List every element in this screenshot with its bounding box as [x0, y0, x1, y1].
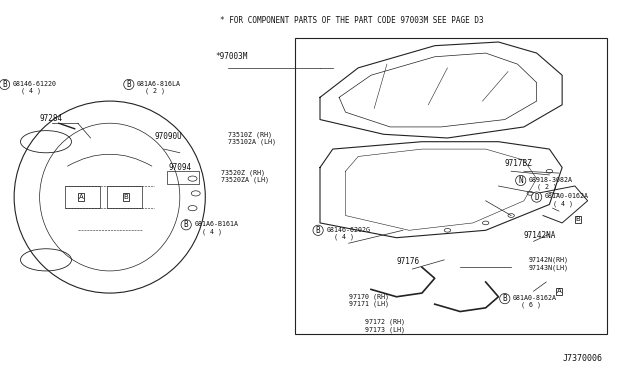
- FancyArrowPatch shape: [67, 154, 152, 166]
- Text: J7370006: J7370006: [562, 354, 602, 363]
- Text: 081A0-0162A
  ( 4 ): 081A0-0162A ( 4 ): [545, 193, 589, 207]
- Text: 73520Z (RH)
73520ZA (LH): 73520Z (RH) 73520ZA (LH): [221, 169, 269, 183]
- Text: B: B: [184, 220, 189, 229]
- Text: 73510Z (RH)
735102A (LH): 73510Z (RH) 735102A (LH): [228, 131, 276, 145]
- Text: B: B: [127, 80, 131, 89]
- Text: 9717BZ: 9717BZ: [505, 159, 532, 168]
- Text: 97284: 97284: [40, 114, 63, 123]
- Text: B: B: [316, 226, 321, 235]
- Text: 08918-3082A
  ( 2 ): 08918-3082A ( 2 ): [529, 177, 573, 190]
- Text: B: B: [502, 294, 507, 303]
- Text: B: B: [3, 80, 7, 89]
- Bar: [106, 186, 141, 208]
- Text: * FOR COMPONENT PARTS OF THE PART CODE 97003M SEE PAGE D3: * FOR COMPONENT PARTS OF THE PART CODE 9…: [220, 16, 484, 25]
- Text: 08146-6202G
  ( 4 ): 08146-6202G ( 4 ): [326, 227, 371, 240]
- Text: 97172 (RH)
97173 (LH): 97172 (RH) 97173 (LH): [365, 319, 404, 333]
- Text: N: N: [518, 176, 523, 185]
- Text: 08146-61220
  ( 4 ): 08146-61220 ( 4 ): [13, 81, 57, 94]
- Bar: [65, 186, 100, 208]
- Text: 97094: 97094: [169, 163, 192, 172]
- Text: B: B: [124, 194, 128, 200]
- Bar: [294, 38, 607, 334]
- Bar: [167, 171, 199, 184]
- Text: A: A: [557, 288, 561, 294]
- Text: B: B: [576, 216, 580, 222]
- Text: 081A6-B161A
  ( 4 ): 081A6-B161A ( 4 ): [195, 221, 239, 235]
- Text: 97170 (RH)
97171 (LH): 97170 (RH) 97171 (LH): [349, 293, 388, 307]
- Text: 97142N(RH)
97143N(LH): 97142N(RH) 97143N(LH): [529, 257, 569, 271]
- Text: 081A0-8162A
  ( 6 ): 081A0-8162A ( 6 ): [513, 295, 557, 308]
- Text: A: A: [79, 194, 83, 200]
- Text: 97142NA: 97142NA: [524, 231, 556, 240]
- Text: 081A6-816LA
  ( 2 ): 081A6-816LA ( 2 ): [137, 81, 181, 94]
- Text: D: D: [534, 193, 539, 202]
- Text: 97176: 97176: [396, 257, 420, 266]
- Text: 97090U: 97090U: [154, 132, 182, 141]
- Text: *97003M: *97003M: [215, 52, 247, 61]
